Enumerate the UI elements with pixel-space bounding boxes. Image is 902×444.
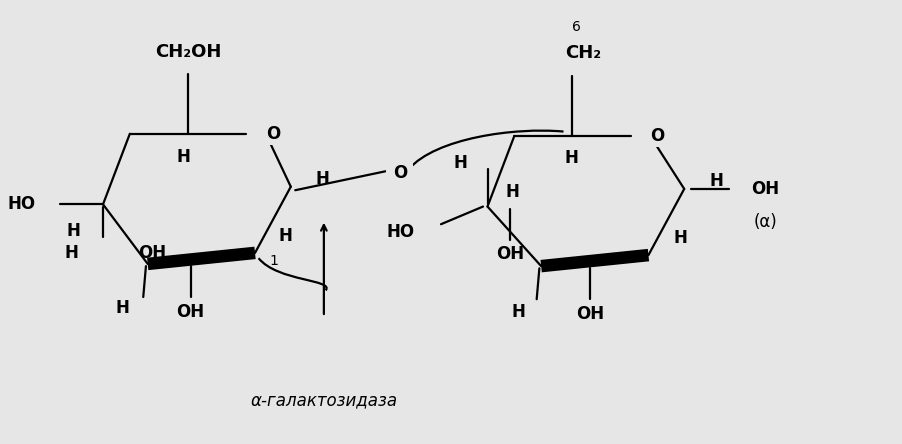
Text: OH: OH [177, 303, 205, 321]
Text: CH₂OH: CH₂OH [155, 43, 221, 61]
Text: OH: OH [496, 245, 524, 263]
Text: H: H [67, 222, 80, 240]
Text: H: H [316, 170, 330, 188]
Text: H: H [565, 149, 578, 167]
Text: HO: HO [8, 195, 36, 214]
Text: α-галактозидаза: α-галактозидаза [251, 392, 398, 410]
Text: 1: 1 [270, 254, 278, 268]
Text: O: O [266, 125, 280, 143]
Text: H: H [709, 172, 723, 190]
Text: H: H [674, 229, 687, 247]
Text: 6: 6 [573, 20, 582, 34]
FancyBboxPatch shape [386, 161, 413, 186]
Text: O: O [392, 164, 407, 182]
Text: H: H [279, 227, 292, 245]
Text: CH₂: CH₂ [566, 44, 602, 62]
Text: H: H [511, 303, 526, 321]
Text: O: O [650, 127, 665, 145]
Text: H: H [177, 148, 190, 166]
Text: H: H [454, 155, 468, 172]
Text: OH: OH [576, 305, 604, 323]
Text: H: H [115, 299, 130, 317]
Text: HO: HO [386, 223, 414, 241]
Text: OH: OH [138, 244, 166, 262]
FancyBboxPatch shape [261, 122, 285, 145]
Text: (α): (α) [754, 213, 778, 231]
FancyBboxPatch shape [645, 124, 670, 147]
Text: H: H [64, 244, 78, 262]
Text: OH: OH [751, 180, 779, 198]
Text: H: H [506, 183, 520, 202]
